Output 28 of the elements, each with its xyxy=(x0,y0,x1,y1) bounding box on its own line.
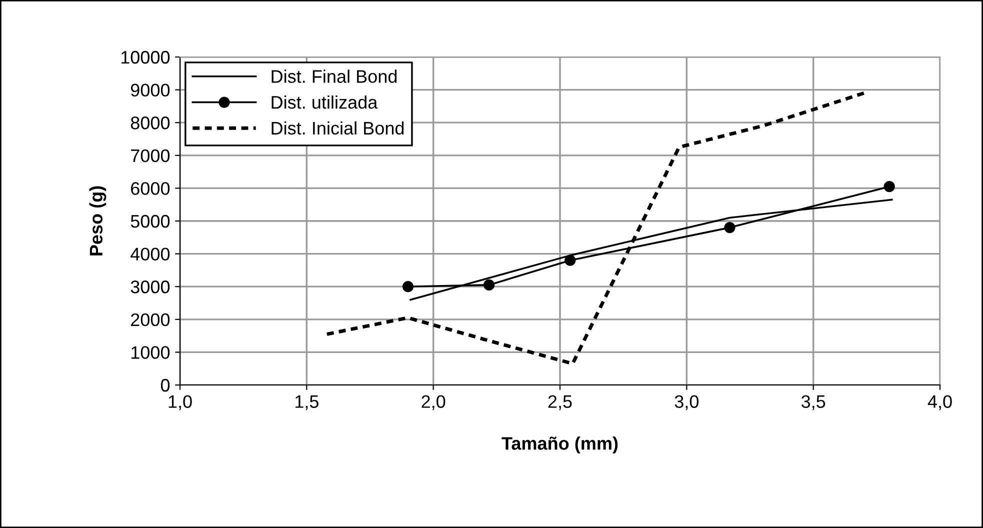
point xyxy=(484,279,495,291)
x-axis-title: Tamaño (mm) xyxy=(502,436,618,454)
legend-label: Dist. utilizada xyxy=(272,96,378,109)
y-tick-label: 9000 xyxy=(130,84,170,97)
x-tick-label: 4,0 xyxy=(928,395,952,410)
x-tick-label: 1,0 xyxy=(168,395,192,410)
y-tick-label: 1000 xyxy=(131,346,170,359)
x-tick-label: 1,5 xyxy=(295,395,318,410)
x-tick-label: 3,5 xyxy=(801,395,826,410)
point xyxy=(402,281,414,292)
point xyxy=(884,181,895,192)
legend-label: Dist. Final Bond xyxy=(272,70,397,83)
y-tick-label: 10000 xyxy=(121,50,170,64)
y-tick-label: 4000 xyxy=(130,248,170,261)
y-tick-label: 0 xyxy=(160,378,170,392)
x-tick-label: 2,0 xyxy=(422,395,446,410)
x-tick-label: 3,0 xyxy=(674,395,699,410)
y-tick-label: 3000 xyxy=(130,280,170,294)
y-axis-title: Peso (g) xyxy=(89,186,106,256)
point xyxy=(564,254,576,266)
point xyxy=(724,222,736,234)
x-tick-label: 2,5 xyxy=(548,395,572,410)
y-tick-label: 7000 xyxy=(131,149,170,162)
y-tick-label: 8000 xyxy=(130,116,170,130)
y-tick-label: 5000 xyxy=(130,214,170,228)
y-tick-label: 2000 xyxy=(131,313,170,326)
legend-label: Dist. Inicial Bond xyxy=(272,121,404,135)
y-tick-label: 6000 xyxy=(131,182,170,195)
